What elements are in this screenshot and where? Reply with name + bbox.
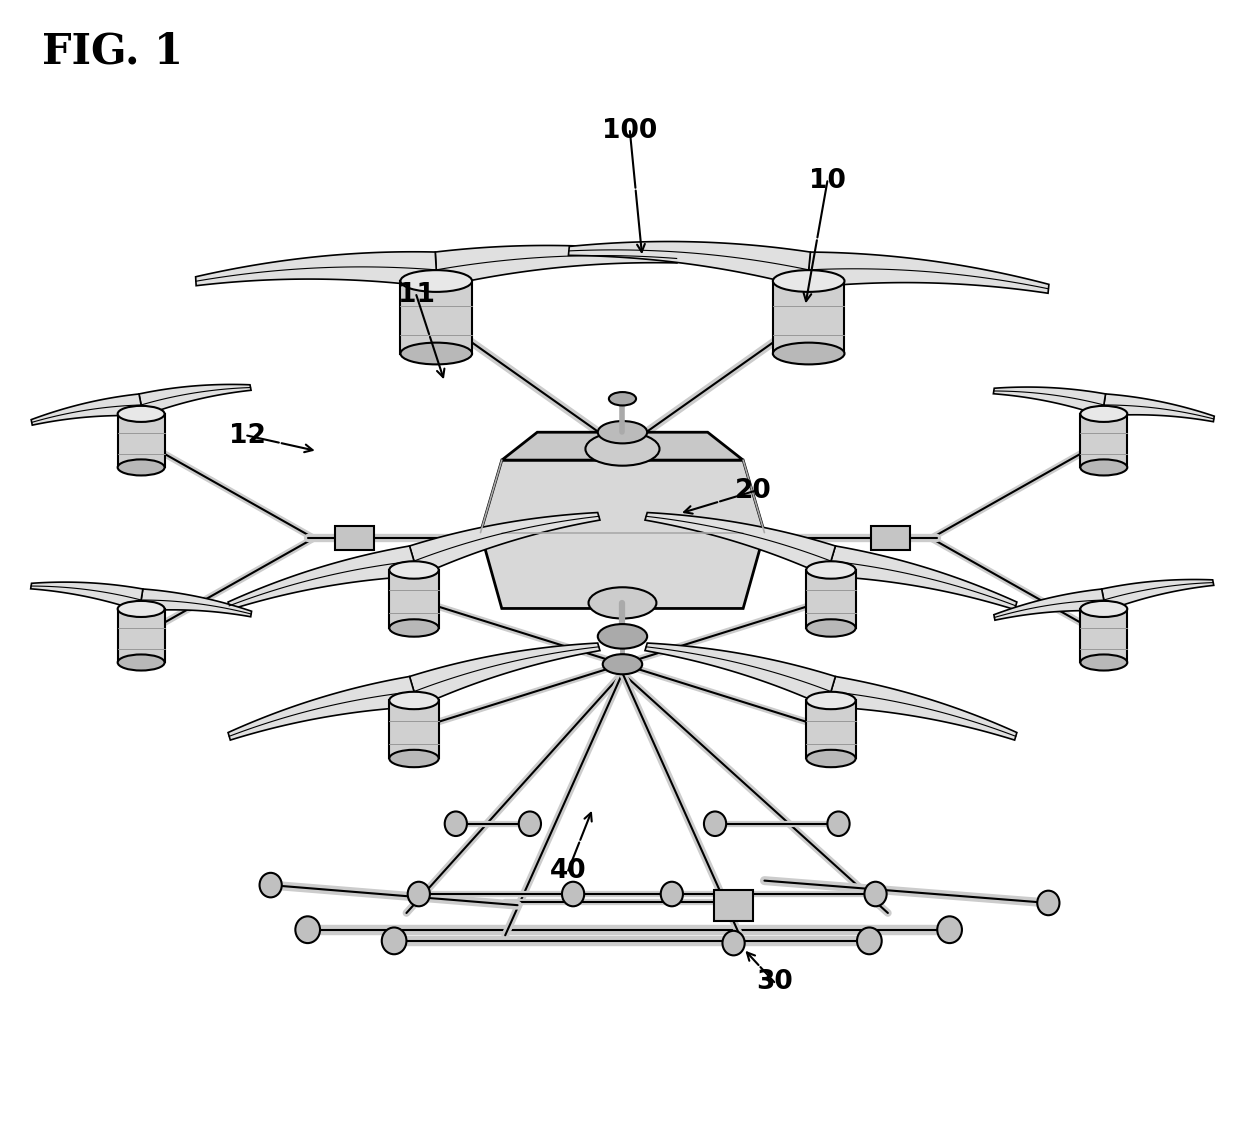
Polygon shape <box>1102 393 1214 421</box>
Ellipse shape <box>118 460 165 475</box>
Text: 10: 10 <box>808 168 846 194</box>
Ellipse shape <box>518 812 541 836</box>
Ellipse shape <box>408 882 430 906</box>
Ellipse shape <box>295 916 320 943</box>
Text: 12: 12 <box>228 423 265 448</box>
Ellipse shape <box>118 601 165 617</box>
Ellipse shape <box>704 812 727 836</box>
Polygon shape <box>827 546 1017 610</box>
Ellipse shape <box>259 873 281 898</box>
Ellipse shape <box>382 927 407 954</box>
Polygon shape <box>1101 580 1214 611</box>
Polygon shape <box>31 393 144 425</box>
Text: 100: 100 <box>603 118 657 145</box>
Ellipse shape <box>806 562 856 578</box>
Bar <box>773 281 844 353</box>
Polygon shape <box>409 643 600 706</box>
Ellipse shape <box>603 655 642 674</box>
Ellipse shape <box>661 882 683 906</box>
Ellipse shape <box>1080 655 1127 670</box>
Ellipse shape <box>118 406 165 421</box>
Ellipse shape <box>589 587 656 619</box>
Text: 40: 40 <box>549 858 587 883</box>
Ellipse shape <box>1080 406 1127 421</box>
Bar <box>714 890 754 920</box>
Ellipse shape <box>389 692 439 710</box>
Ellipse shape <box>1080 601 1127 617</box>
Polygon shape <box>807 252 1049 294</box>
Polygon shape <box>827 676 1017 740</box>
Bar <box>335 526 374 550</box>
Polygon shape <box>139 589 252 617</box>
Ellipse shape <box>389 750 439 767</box>
Polygon shape <box>993 387 1106 416</box>
Ellipse shape <box>857 927 882 954</box>
Text: 30: 30 <box>756 970 792 995</box>
Polygon shape <box>481 460 764 609</box>
Polygon shape <box>502 433 743 460</box>
Ellipse shape <box>585 433 660 465</box>
Ellipse shape <box>827 812 849 836</box>
Polygon shape <box>435 245 677 288</box>
Ellipse shape <box>598 421 647 444</box>
Bar <box>1080 414 1127 467</box>
Bar <box>806 569 856 628</box>
Polygon shape <box>31 582 143 611</box>
Polygon shape <box>139 385 250 416</box>
Ellipse shape <box>609 392 636 406</box>
Ellipse shape <box>773 270 844 291</box>
Polygon shape <box>228 676 418 740</box>
Bar <box>870 526 910 550</box>
Ellipse shape <box>806 619 856 637</box>
Polygon shape <box>645 643 836 706</box>
Ellipse shape <box>445 812 467 836</box>
Bar <box>1080 609 1127 663</box>
Polygon shape <box>409 512 600 576</box>
Ellipse shape <box>1080 460 1127 475</box>
Ellipse shape <box>937 916 962 943</box>
Bar <box>389 701 439 759</box>
Ellipse shape <box>773 343 844 364</box>
Polygon shape <box>568 241 811 288</box>
Bar <box>401 281 472 353</box>
Ellipse shape <box>118 655 165 670</box>
Ellipse shape <box>401 270 472 291</box>
Bar <box>389 569 439 628</box>
Ellipse shape <box>598 624 647 649</box>
Text: FIG. 1: FIG. 1 <box>42 30 184 73</box>
Polygon shape <box>228 546 418 610</box>
Ellipse shape <box>864 882 887 906</box>
Bar <box>118 414 165 467</box>
Text: 11: 11 <box>398 282 435 308</box>
Bar <box>806 701 856 759</box>
Polygon shape <box>196 252 438 288</box>
Ellipse shape <box>806 692 856 710</box>
Bar <box>118 609 165 663</box>
Ellipse shape <box>562 882 584 906</box>
Ellipse shape <box>723 930 745 955</box>
Text: 20: 20 <box>735 479 771 504</box>
Polygon shape <box>645 512 836 576</box>
Ellipse shape <box>389 619 439 637</box>
Ellipse shape <box>1037 891 1059 915</box>
Ellipse shape <box>806 750 856 767</box>
Polygon shape <box>994 589 1106 620</box>
Ellipse shape <box>389 562 439 578</box>
Ellipse shape <box>401 343 472 364</box>
